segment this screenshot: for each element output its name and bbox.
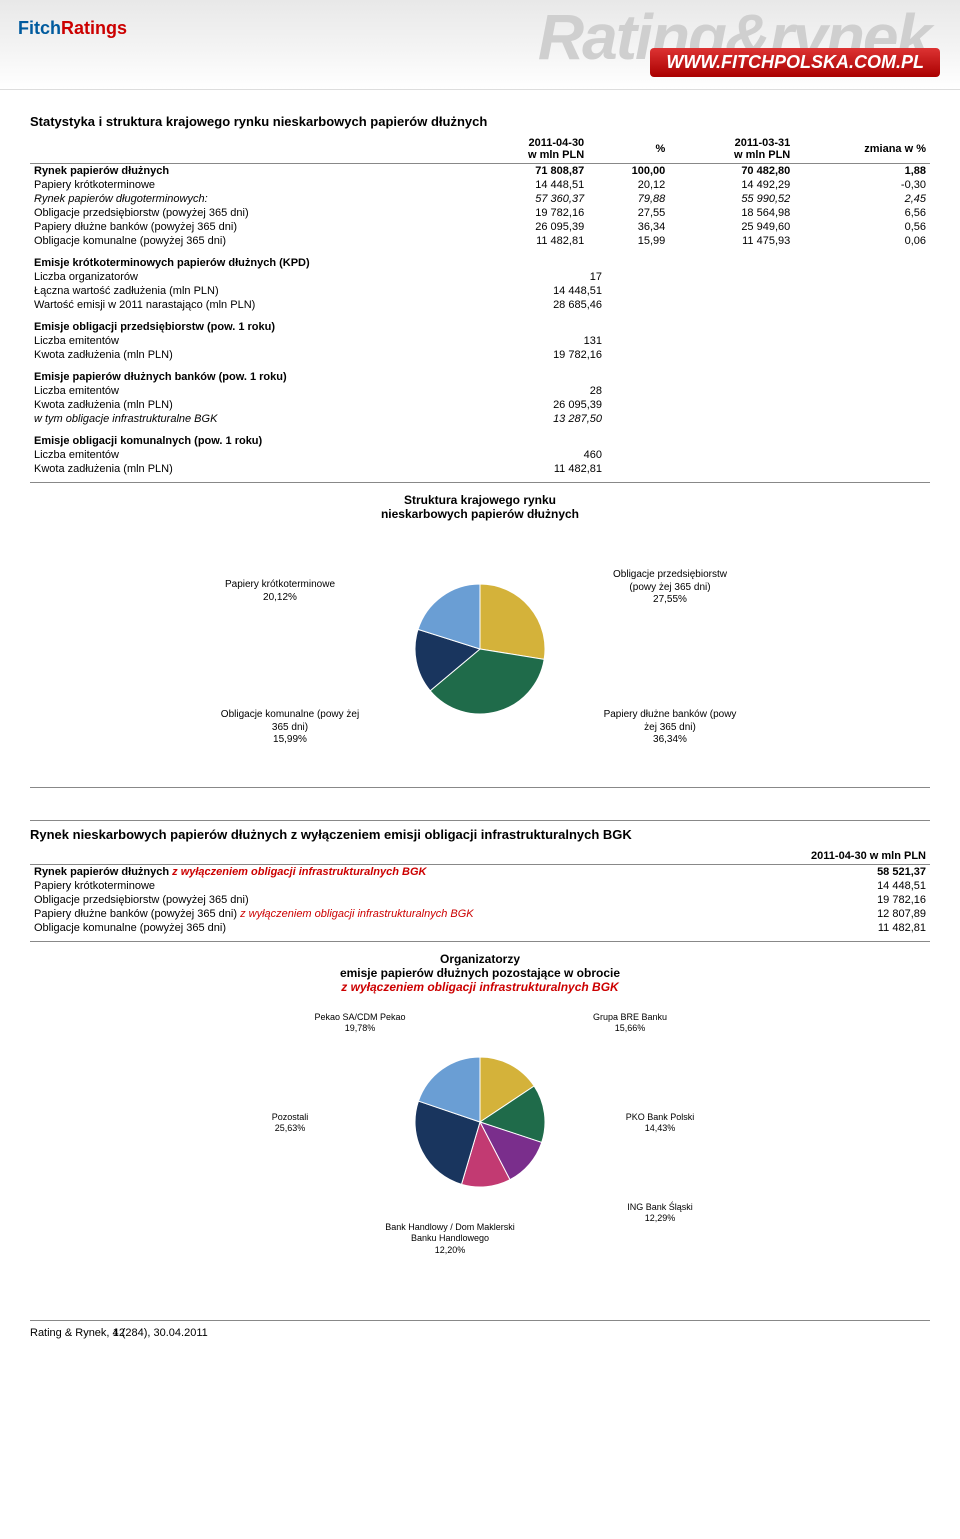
table1: 2011-04-30 w mln PLN%2011-03-31 w mln PL…	[30, 135, 930, 248]
block-title: Emisje obligacji komunalnych (pow. 1 rok…	[30, 434, 606, 448]
table-row: Rynek papierów dłużnych71 808,87100,0070…	[30, 164, 930, 179]
pie1-layout: Papiery krótkoterminowe20,12% Obligacje …	[200, 529, 760, 769]
table-row: Kwota zadłużenia (mln PLN)19 782,16	[30, 348, 606, 362]
table1-th	[30, 135, 463, 164]
pie2-label-0: Grupa BRE Banku15,66%	[570, 1012, 690, 1035]
pie2-label-4: Pozostali25,63%	[240, 1112, 340, 1135]
table1-th: zmiana w %	[794, 135, 930, 164]
table-row: Kwota zadłużenia (mln PLN)26 095,39	[30, 398, 606, 412]
table-row: Liczba emitentów460	[30, 448, 606, 462]
table-row: Liczba organizatorów17	[30, 270, 606, 284]
block-table: Emisje obligacji przedsiębiorstw (pow. 1…	[30, 320, 606, 362]
table-row: Obligacje komunalne (powyżej 365 dni)11 …	[30, 234, 930, 248]
table2: 2011-04-30 w mln PLN Rynek papierów dłuż…	[30, 848, 930, 935]
table-row: w tym obligacje infrastrukturalne BGK13 …	[30, 412, 606, 426]
pie1-wrap: Papiery krótkoterminowe20,12% Obligacje …	[30, 529, 930, 769]
table-row: Kwota zadłużenia (mln PLN)11 482,81	[30, 462, 606, 476]
table1-title: Statystyka i struktura krajowego rynku n…	[30, 114, 930, 129]
logo-text-fitch: Fitch	[18, 18, 61, 38]
pie1-label-1: Papiery dłużne banków (powy żej 365 dni)…	[600, 709, 740, 747]
block-title: Emisje obligacji przedsiębiorstw (pow. 1…	[30, 320, 606, 334]
table-row: Obligacje przedsiębiorstw (powyżej 365 d…	[30, 206, 930, 220]
table-row: Wartość emisji w 2011 narastająco (mln P…	[30, 298, 606, 312]
table-row: Papiery dłużne banków (powyżej 365 dni)2…	[30, 220, 930, 234]
page-footer: Rating & Rynek, 4 (284), 30.04.2011 12	[30, 1320, 930, 1339]
pie2-chart	[380, 1022, 580, 1222]
block-title: Emisje krótkoterminowych papierów dłużny…	[30, 256, 606, 270]
block-table: Emisje krótkoterminowych papierów dłużny…	[30, 256, 606, 312]
page-content: Statystyka i struktura krajowego rynku n…	[0, 90, 960, 1290]
table1-th: %	[588, 135, 669, 164]
pie2-wrap: Pekao SA/CDM Pekao19,78% Grupa BRE Banku…	[30, 1002, 930, 1262]
table-row: Papiery krótkoterminowe14 448,5120,1214 …	[30, 178, 930, 192]
pie1-label-2: Obligacje komunalne (powy żej 365 dni)15…	[220, 709, 360, 747]
pie2-label-5: Pekao SA/CDM Pekao19,78%	[300, 1012, 420, 1035]
pie2-layout: Pekao SA/CDM Pekao19,78% Grupa BRE Banku…	[200, 1002, 760, 1262]
pie1-chart	[380, 549, 580, 749]
footer-page: 12	[113, 1327, 125, 1339]
pie1-title: Struktura krajowego rynku nieskarbowych …	[30, 493, 930, 521]
table-row: Rynek papierów długoterminowych:57 360,3…	[30, 192, 930, 206]
table-row: Obligacje przedsiębiorstw (powyżej 365 d…	[30, 893, 930, 907]
block-table: Emisje obligacji komunalnych (pow. 1 rok…	[30, 434, 606, 476]
page-header: FitchRatings Rating&rynek WWW.FITCHPOLSK…	[0, 0, 960, 90]
table-row: Papiery krótkoterminowe14 448,51	[30, 879, 930, 893]
table-row: Obligacje komunalne (powyżej 365 dni)11 …	[30, 921, 930, 935]
pie2-title: Organizatorzy emisje papierów dłużnych p…	[30, 952, 930, 994]
pie2-label-2: ING Bank Śląski12,29%	[600, 1202, 720, 1225]
block-table: Emisje papierów dłużnych banków (pow. 1 …	[30, 370, 606, 426]
table-row: Liczba emitentów28	[30, 384, 606, 398]
pie2-label-1: PKO Bank Polski14,43%	[600, 1112, 720, 1135]
table-row: Liczba emitentów131	[30, 334, 606, 348]
block-title: Emisje papierów dłużnych banków (pow. 1 …	[30, 370, 606, 384]
url-badge: WWW.FITCHPOLSKA.COM.PL	[650, 48, 940, 77]
pie1-label-0: Obligacje przedsiębiorstw (powy żej 365 …	[600, 569, 740, 607]
table2-col: 2011-04-30 w mln PLN	[736, 848, 930, 865]
table-row: Rynek papierów dłużnych z wyłączeniem ob…	[30, 865, 930, 880]
logo-text-ratings: Ratings	[61, 18, 127, 38]
pie2-label-3: Bank Handlowy / Dom Maklerski Banku Hand…	[380, 1222, 520, 1256]
table-row: Łączna wartość zadłużenia (mln PLN)14 44…	[30, 284, 606, 298]
fitch-logo: FitchRatings	[18, 18, 127, 39]
table-row: Papiery dłużne banków (powyżej 365 dni) …	[30, 907, 930, 921]
table2-title: Rynek nieskarbowych papierów dłużnych z …	[30, 827, 930, 842]
pie1-label-3: Papiery krótkoterminowe20,12%	[220, 579, 340, 604]
table1-th: 2011-03-31 w mln PLN	[669, 135, 794, 164]
pie-slice	[480, 584, 545, 659]
table1-th: 2011-04-30 w mln PLN	[463, 135, 588, 164]
